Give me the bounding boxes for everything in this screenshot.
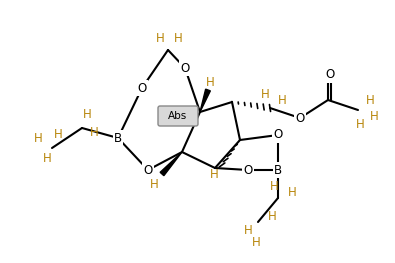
Text: Abs: Abs xyxy=(168,111,188,121)
Text: H: H xyxy=(252,235,260,249)
Text: O: O xyxy=(273,129,283,141)
Text: H: H xyxy=(270,180,278,193)
Text: H: H xyxy=(34,132,42,144)
FancyBboxPatch shape xyxy=(158,106,198,126)
Text: H: H xyxy=(268,210,276,222)
Text: H: H xyxy=(90,125,98,139)
Text: O: O xyxy=(143,164,152,176)
Text: H: H xyxy=(366,94,374,107)
Polygon shape xyxy=(160,152,182,176)
Text: H: H xyxy=(356,118,364,130)
Text: H: H xyxy=(83,108,91,120)
Text: O: O xyxy=(295,112,305,124)
Text: B: B xyxy=(274,164,282,176)
Polygon shape xyxy=(200,89,211,112)
Text: H: H xyxy=(278,94,286,107)
Text: H: H xyxy=(288,185,296,199)
Text: B: B xyxy=(114,132,122,144)
Text: H: H xyxy=(156,32,164,44)
Text: O: O xyxy=(325,68,335,82)
Text: H: H xyxy=(150,178,158,190)
Text: H: H xyxy=(206,75,214,89)
Text: H: H xyxy=(54,128,62,140)
Text: O: O xyxy=(181,62,190,74)
Text: H: H xyxy=(244,224,252,236)
Text: H: H xyxy=(370,109,378,123)
Text: O: O xyxy=(137,82,147,94)
Text: O: O xyxy=(243,164,253,176)
Text: H: H xyxy=(43,151,51,164)
Text: H: H xyxy=(210,169,218,181)
Text: H: H xyxy=(174,32,182,44)
Text: H: H xyxy=(261,88,269,100)
